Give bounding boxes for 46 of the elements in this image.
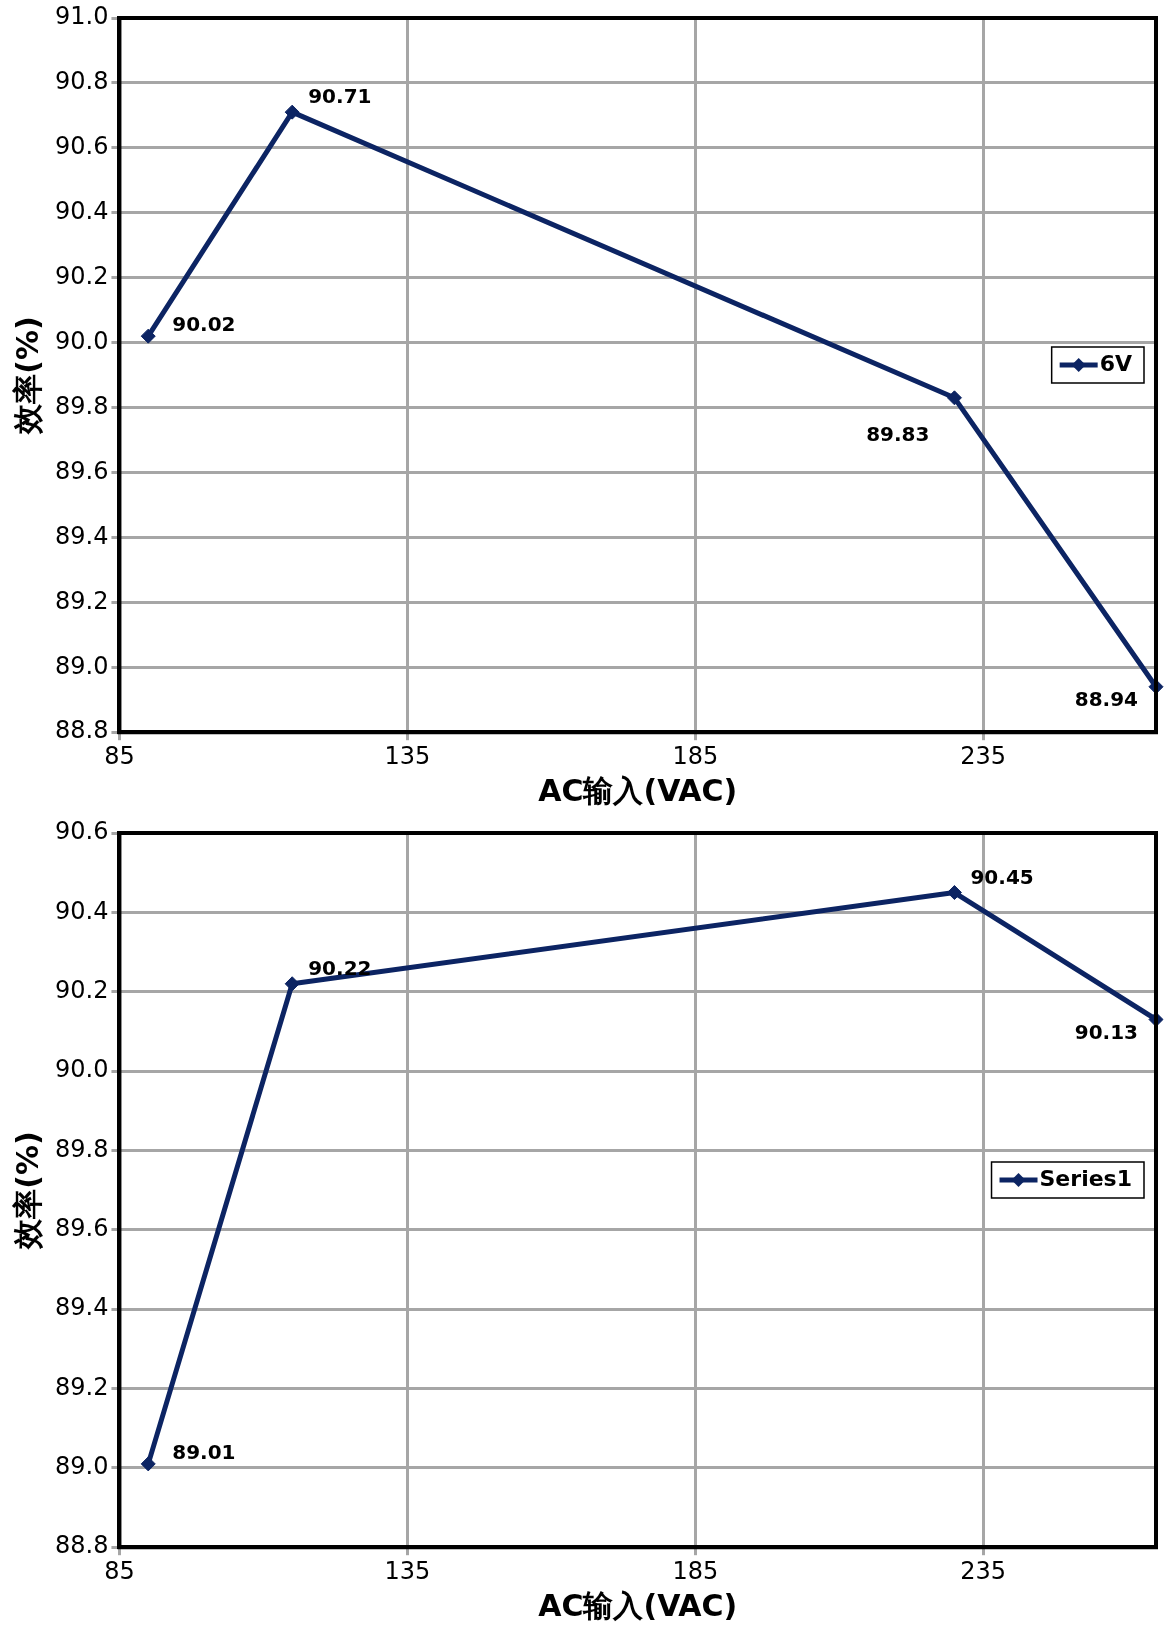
x-tick-label: 185: [672, 741, 719, 770]
x-axis-title: AC输入(VAC): [538, 1587, 738, 1623]
y-tick-label: 90.4: [55, 197, 109, 226]
y-tick-label: 89.0: [55, 651, 109, 680]
x-tick-label: 235: [960, 1556, 1007, 1585]
point: [284, 976, 300, 992]
y-tick-label: 89.2: [55, 1372, 109, 1401]
y-tick-label: 89.2: [55, 586, 109, 615]
point: [140, 1456, 156, 1472]
y-tick-label: 89.4: [55, 521, 109, 550]
y-tick-label: 90.8: [55, 67, 109, 96]
data-label: 89.83: [866, 422, 930, 447]
y-tick-label: 90.0: [55, 326, 109, 355]
data-label: 88.94: [1074, 686, 1138, 711]
y-tick-label: 89.8: [55, 1134, 109, 1163]
y-tick-label: 90.2: [55, 261, 109, 290]
point: [140, 328, 156, 344]
y-tick-label: 90.6: [55, 132, 109, 161]
x-tick-label: 135: [384, 741, 431, 770]
x-axis-title: AC输入(VAC): [538, 772, 738, 808]
x-tick-label: 185: [672, 1556, 719, 1585]
y-tick-label: 90.4: [55, 896, 109, 925]
y-tick-label: 89.6: [55, 456, 109, 485]
y-axis-title: 效率(%): [9, 316, 45, 435]
legend-label: 6V: [1099, 350, 1133, 376]
legend-label: Series1: [1039, 1165, 1132, 1191]
point: [946, 390, 962, 406]
data-label: 90.71: [308, 84, 372, 109]
y-tick-label: 91.0: [55, 2, 109, 31]
data-label: 89.01: [172, 1440, 236, 1465]
x-tick-label: 135: [384, 1556, 431, 1585]
y-tick-label: 90.6: [55, 817, 109, 846]
y-tick-label: 89.8: [55, 391, 109, 420]
data-label: 90.02: [172, 312, 236, 337]
y-tick-label: 90.0: [55, 1055, 109, 1084]
data-label: 90.22: [308, 955, 372, 980]
point: [284, 104, 300, 120]
y-tick-label: 89.4: [55, 1293, 109, 1322]
y-tick-label: 89.0: [55, 1452, 109, 1481]
y-axis-title: 效率(%): [9, 1131, 45, 1250]
point: [946, 885, 962, 901]
data-label: 90.13: [1074, 1019, 1138, 1044]
y-tick-label: 89.6: [55, 1214, 109, 1243]
data-label: 90.45: [970, 864, 1034, 889]
x-tick-label: 235: [960, 741, 1007, 770]
y-tick-label: 90.2: [55, 975, 109, 1004]
